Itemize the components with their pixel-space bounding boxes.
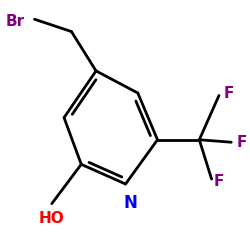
Text: F: F xyxy=(236,135,246,150)
Text: HO: HO xyxy=(39,211,64,226)
Text: Br: Br xyxy=(6,14,25,29)
Text: N: N xyxy=(124,194,138,212)
Text: F: F xyxy=(224,86,234,100)
Text: F: F xyxy=(214,174,224,189)
